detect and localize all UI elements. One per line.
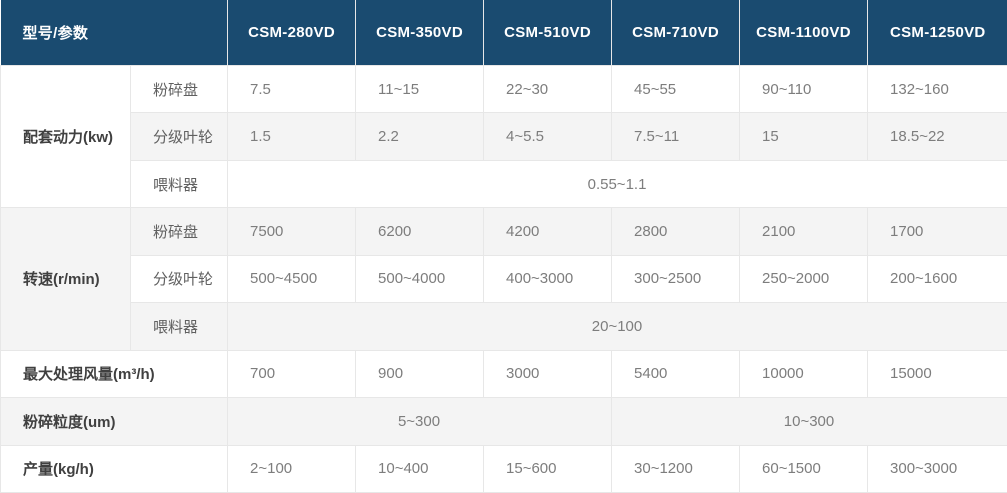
value-cell: 45~55 [611, 64, 741, 114]
param-header-cell: 型号/参数 [0, 0, 229, 66]
value-cell: 132~160 [867, 64, 1007, 114]
value-cell: 18.5~22 [867, 112, 1007, 161]
sub-label-disc: 粉碎盘 [129, 64, 229, 114]
group-label-speed: 转速(r/min) [0, 207, 131, 351]
value-cell: 15~600 [483, 444, 613, 493]
value-cell: 200~1600 [867, 254, 1007, 304]
header-row: 型号/参数 CSM-280VD CSM-350VD CSM-510VD CSM-… [0, 0, 1007, 66]
sub-label-disc: 粉碎盘 [129, 207, 229, 256]
value-cell: 400~3000 [483, 254, 613, 304]
value-cell: 15 [739, 112, 869, 161]
value-cell: 700 [227, 349, 357, 399]
value-cell: 10000 [739, 349, 869, 399]
value-cell: 4200 [483, 207, 613, 256]
airflow-row: 最大处理风量(m³/h) 700 900 3000 5400 10000 150… [0, 349, 1007, 399]
value-cell: 10~400 [355, 444, 485, 493]
value-cell: 250~2000 [739, 254, 869, 304]
value-cell: 7.5 [227, 64, 357, 114]
value-cell: 300~3000 [867, 444, 1007, 493]
value-cell: 900 [355, 349, 485, 399]
model-header-csm-280vd: CSM-280VD [227, 0, 357, 66]
value-cell: 6200 [355, 207, 485, 256]
model-header-csm-1250vd: CSM-1250VD [867, 0, 1007, 66]
value-cell: 300~2500 [611, 254, 741, 304]
merged-value-cell: 0.55~1.1 [227, 159, 1007, 209]
merged-value-cell: 20~100 [227, 302, 1007, 351]
sub-label-impeller: 分级叶轮 [129, 254, 229, 304]
sub-label-feeder: 喂料器 [129, 302, 229, 351]
merged-value-cell-left: 5~300 [227, 397, 613, 446]
value-cell: 7.5~11 [611, 112, 741, 161]
value-cell: 60~1500 [739, 444, 869, 493]
row-label-particle-size: 粉碎粒度(um) [0, 397, 229, 446]
value-cell: 500~4500 [227, 254, 357, 304]
output-row: 产量(kg/h) 2~100 10~400 15~600 30~1200 60~… [0, 444, 1007, 493]
row-label-output: 产量(kg/h) [0, 444, 229, 493]
value-cell: 1.5 [227, 112, 357, 161]
value-cell: 2100 [739, 207, 869, 256]
row-label-airflow: 最大处理风量(m³/h) [0, 349, 229, 399]
speed-feeder-row: 喂料器 20~100 [1, 302, 1007, 351]
sub-label-feeder: 喂料器 [129, 159, 229, 209]
value-cell: 15000 [867, 349, 1007, 399]
value-cell: 30~1200 [611, 444, 741, 493]
power-disc-row: 配套动力(kw) 粉碎盘 7.5 11~15 22~30 45~55 90~11… [0, 64, 1007, 209]
speed-impeller-row: 分级叶轮 500~4500 500~4000 400~3000 300~2500… [1, 254, 1007, 304]
value-cell: 90~110 [739, 64, 869, 114]
value-cell: 1700 [867, 207, 1007, 256]
model-header-csm-710vd: CSM-710VD [611, 0, 741, 66]
value-cell: 7500 [227, 207, 357, 256]
model-header-csm-350vd: CSM-350VD [355, 0, 485, 66]
speed-disc-row: 转速(r/min) 粉碎盘 7500 6200 4200 2800 2100 1… [0, 207, 1007, 351]
power-feeder-row: 喂料器 0.55~1.1 [1, 159, 1007, 209]
power-impeller-row: 分级叶轮 1.5 2.2 4~5.5 7.5~11 15 18.5~22 [1, 112, 1007, 161]
model-header-csm-510vd: CSM-510VD [483, 0, 613, 66]
merged-value-cell-right: 10~300 [611, 397, 1007, 446]
value-cell: 22~30 [483, 64, 613, 114]
particle-size-row: 粉碎粒度(um) 5~300 10~300 [0, 397, 1007, 446]
sub-label-impeller: 分级叶轮 [129, 112, 229, 161]
value-cell: 11~15 [355, 64, 485, 114]
value-cell: 2.2 [355, 112, 485, 161]
model-header-csm-1100vd: CSM-1100VD [739, 0, 869, 66]
group-label-power: 配套动力(kw) [0, 64, 131, 209]
value-cell: 2~100 [227, 444, 357, 493]
value-cell: 500~4000 [355, 254, 485, 304]
value-cell: 5400 [611, 349, 741, 399]
value-cell: 2800 [611, 207, 741, 256]
value-cell: 4~5.5 [483, 112, 613, 161]
value-cell: 3000 [483, 349, 613, 399]
